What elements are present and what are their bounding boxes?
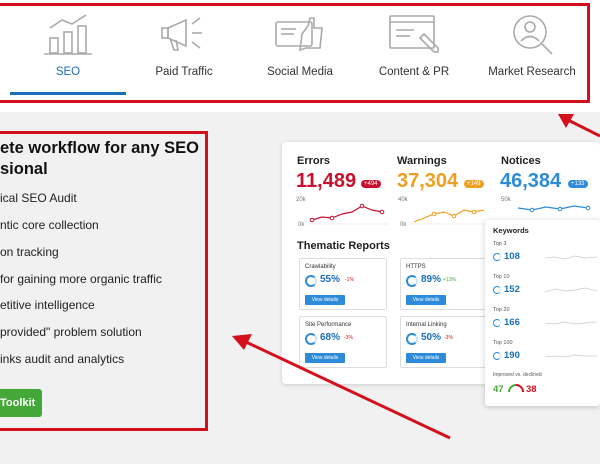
report-card-percent: 68%	[320, 332, 341, 343]
improved-declined-label: Improved vs. declined	[493, 372, 542, 378]
thumbs-up-icon	[275, 17, 323, 52]
improved-count: 47	[493, 384, 504, 395]
progress-ring-icon	[493, 352, 501, 360]
keyword-row-value: 166	[504, 317, 520, 328]
warnings-value: 37,304	[397, 170, 459, 192]
view-details-button[interactable]: View details	[406, 295, 446, 305]
megaphone-icon	[161, 17, 202, 51]
feature-item: etitive intelligence	[0, 298, 95, 312]
report-card-name: Crawlability	[305, 264, 336, 270]
report-card-https: HTTPS 89% +13% View details	[400, 258, 488, 310]
bar-chart-icon	[44, 14, 92, 55]
toolkit-button[interactable]: Toolkit	[0, 389, 42, 417]
view-details-button[interactable]: View details	[305, 353, 345, 363]
report-card-delta: -3%	[344, 335, 353, 341]
notices-tick-top: 50k	[501, 197, 511, 203]
keyword-row-label: Top 20	[493, 307, 510, 313]
keyword-row-value: 190	[504, 350, 520, 361]
errors-value: 11,489	[296, 170, 357, 192]
report-card-name: HTTPS	[406, 264, 426, 270]
magnifier-person-icon	[513, 15, 553, 55]
keyword-row-value: 108	[504, 251, 520, 262]
feature-item: for gaining more organic traffic	[0, 272, 162, 286]
active-tab-indicator	[10, 92, 126, 95]
progress-ring-icon	[406, 333, 418, 345]
tab-market-research[interactable]: Market Research	[474, 0, 590, 100]
warnings-tick-bottom: 0k	[400, 222, 407, 228]
annotation-box-hero	[0, 131, 208, 431]
feature-item: on tracking	[0, 245, 59, 259]
warnings-tick-top: 40k	[398, 197, 408, 203]
progress-ring-icon	[493, 286, 501, 294]
declined-count: 38	[526, 384, 537, 395]
feature-item: inks audit and analytics	[0, 352, 125, 366]
document-edit-icon	[389, 15, 439, 53]
feature-item: ntic core collection	[0, 218, 99, 232]
report-card-delta: -1%	[345, 277, 354, 283]
tab-market-research-label: Market Research	[488, 66, 576, 78]
report-card-internal-linking: Internal Linking 50% -3% View details	[400, 316, 488, 368]
report-card-crawlability: Crawlability 55% -1% View details	[299, 258, 387, 310]
notices-value: 46,384	[500, 170, 562, 192]
keyword-row-value: 152	[504, 284, 520, 295]
keywords-title: Keywords	[493, 226, 529, 235]
feature-item: ical SEO Audit	[0, 191, 77, 205]
gauge-icon	[508, 384, 524, 393]
tab-seo[interactable]: SEO	[10, 0, 126, 100]
progress-ring-icon	[406, 275, 418, 287]
tab-paid-traffic-label: Paid Traffic	[155, 66, 213, 78]
errors-badge: +494	[361, 180, 381, 188]
annotation-box-tabs	[0, 3, 590, 103]
warnings-sparkline	[410, 209, 490, 225]
report-card-delta: -3%	[444, 335, 453, 341]
tab-seo-label: SEO	[55, 66, 81, 78]
keyword-row-sparkline	[545, 255, 597, 260]
keyword-row-sparkline	[545, 354, 597, 358]
progress-ring-icon	[305, 275, 317, 287]
tab-content-pr[interactable]: Content & PR	[356, 0, 472, 100]
view-details-button[interactable]: View details	[406, 353, 446, 363]
errors-tick-bottom: 0k	[298, 222, 305, 228]
keyword-row-label: Top 100	[493, 340, 513, 346]
report-card-site-performance: Site Performance 68% -3% View details	[299, 316, 387, 368]
report-card-percent: 50%	[421, 332, 442, 343]
errors-sparkline	[308, 203, 388, 225]
warnings-badge: +149	[464, 180, 484, 188]
tab-paid-traffic[interactable]: Paid Traffic	[128, 0, 240, 100]
errors-label: Errors	[297, 155, 331, 167]
hero-heading: ete workflow for any SEO sional	[0, 139, 199, 178]
warnings-label: Warnings	[397, 155, 447, 167]
tab-social-media[interactable]: Social Media	[244, 0, 356, 100]
keyword-row-sparkline	[545, 287, 597, 293]
keyword-row-label: Top 10	[493, 274, 510, 280]
progress-ring-icon	[493, 319, 501, 327]
notices-label: Notices	[501, 155, 541, 167]
tab-social-media-label: Social Media	[267, 66, 333, 78]
view-details-button[interactable]: View details	[305, 295, 345, 305]
keyword-row-sparkline	[545, 321, 597, 325]
notices-badge: +133	[568, 180, 588, 188]
feature-item: provided" problem solution	[0, 325, 142, 339]
report-card-delta: +13%	[443, 277, 456, 283]
keyword-row-label: Top 3	[493, 241, 507, 247]
progress-ring-icon	[493, 253, 501, 261]
report-card-percent: 55%	[320, 274, 341, 285]
report-card-percent: 89%	[421, 274, 442, 285]
progress-ring-icon	[305, 333, 317, 345]
category-tab-bar: SEO Paid Traffic Social Media	[0, 0, 600, 112]
tab-content-pr-label: Content & PR	[378, 66, 450, 78]
notices-sparkline	[517, 205, 591, 213]
thematic-reports-title: Thematic Reports	[297, 240, 390, 252]
report-card-name: Internal Linking	[406, 322, 447, 328]
report-card-name: Site Performance	[305, 322, 352, 328]
errors-tick-top: 20k	[296, 197, 306, 203]
keywords-panel: Keywords Top 3 108 Top 10 152 Top 20 166…	[485, 220, 600, 406]
